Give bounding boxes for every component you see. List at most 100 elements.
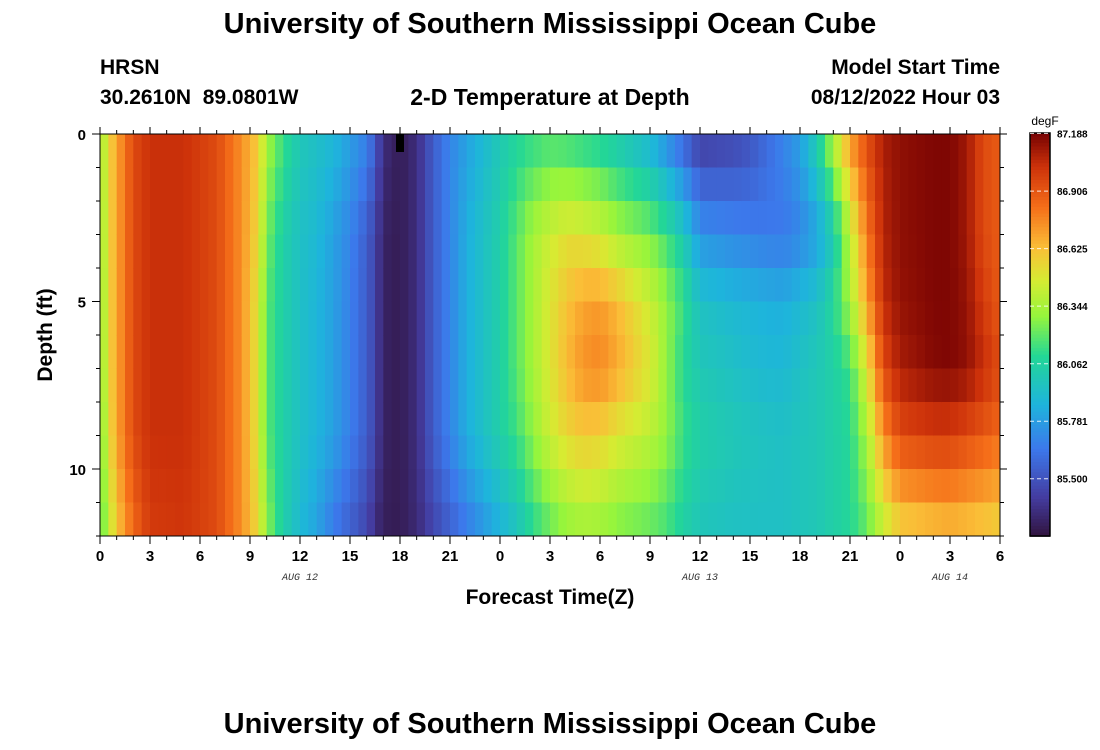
heatmap-cell [441,234,451,269]
heatmap-cell [683,167,693,202]
heatmap-cell [700,335,709,370]
x-tick-label: 3 [946,548,954,565]
heatmap-cell [491,234,501,269]
heatmap-cell [166,469,176,504]
heatmap-cell [225,368,234,403]
time-marker [396,134,404,152]
heatmap-cell [183,502,193,536]
heatmap-cell [308,134,318,169]
heatmap-cell [808,368,818,403]
x-tick-label: 6 [996,548,1004,565]
heatmap-cell [683,402,693,437]
heatmap-cell [616,134,626,169]
heatmap-cell [883,234,893,269]
heatmap-cell [108,301,118,336]
heatmap-cell [250,201,259,236]
heatmap-cell [258,368,268,403]
heatmap-cell [275,502,284,536]
heatmap-cell [516,134,526,169]
heatmap-cell [933,402,943,437]
heatmap-cell [200,402,209,437]
heatmap-cell [658,234,668,269]
heatmap-cell [916,234,926,269]
heatmap-cell [475,167,484,202]
heatmap-cell [408,469,418,504]
heatmap-cell [966,502,976,536]
colorbar-segment [1030,448,1050,453]
heatmap-cell [675,167,684,202]
heatmap-cell [116,167,126,202]
heatmap-cell [300,368,309,403]
heatmap-cell [608,234,618,269]
heatmap-cell [600,134,609,169]
heatmap-cell [216,335,226,370]
heatmap-cell [141,234,151,269]
heatmap-cell [508,469,518,504]
heatmap-cell [850,201,859,236]
heatmap-cell [191,469,201,504]
heatmap-cell [450,368,459,403]
heatmap-cell [491,167,501,202]
heatmap-cell [325,335,334,370]
heatmap-cell [383,368,393,403]
heatmap-cell [541,167,551,202]
heatmap-cell [983,502,993,536]
x-tick-label: 3 [546,548,554,565]
colorbar-segment [1030,525,1050,531]
heatmap-cell [841,234,851,269]
heatmap-cell [350,167,359,202]
heatmap-cell [541,301,551,336]
heatmap-cell [216,368,226,403]
heatmap-cell [366,301,376,336]
heatmap-cell [383,134,393,169]
heatmap-cell [125,435,134,470]
heatmap-cell [733,335,743,370]
x-tick-label: 9 [646,548,654,565]
heatmap-cell [591,167,601,202]
heatmap-cell [375,301,384,336]
heatmap-cell [558,301,568,336]
heatmap-cell [700,234,709,269]
heatmap-cell [383,268,393,303]
heatmap-cell [475,268,484,303]
heatmap-cell [275,435,284,470]
heatmap-cell [875,201,884,236]
heatmap-cell [283,368,293,403]
heatmap-cell [658,134,668,169]
heatmap-cell [100,435,109,470]
heatmap-cell [708,402,718,437]
heatmap-cell [475,502,484,536]
heatmap-cell [258,201,268,236]
heatmap-cell [316,335,326,370]
heatmap-cell [191,268,201,303]
heatmap-cell [150,335,159,370]
colorbar-segment [1030,257,1050,262]
heatmap-cell [633,167,643,202]
heatmap-cell [566,368,576,403]
heatmap-cell [725,402,734,437]
heatmap-cell [366,435,376,470]
heatmap-cell [808,134,818,169]
heatmap-cell [350,402,359,437]
heatmap-cell [841,201,851,236]
heatmap-cell [575,167,584,202]
heatmap-cell [850,268,859,303]
heatmap-cell [516,368,526,403]
x-tick-label: 12 [692,548,709,565]
colorbar-segment [1030,216,1050,222]
heatmap-cell [383,335,393,370]
heatmap-cell [691,268,701,303]
heatmap-cell [158,234,168,269]
heatmap-cell [708,167,718,202]
heatmap-cell [516,335,526,370]
heatmap-cell [141,469,151,504]
heatmap-cell [266,234,276,269]
heatmap-cell [633,268,643,303]
colorbar-segment [1030,149,1050,154]
heatmap-cell [525,335,534,370]
heatmap-cell [291,335,301,370]
heatmap-cell [666,134,676,169]
heatmap-cell [916,268,926,303]
heatmap-cell [800,502,809,536]
heatmap-cell [125,234,134,269]
